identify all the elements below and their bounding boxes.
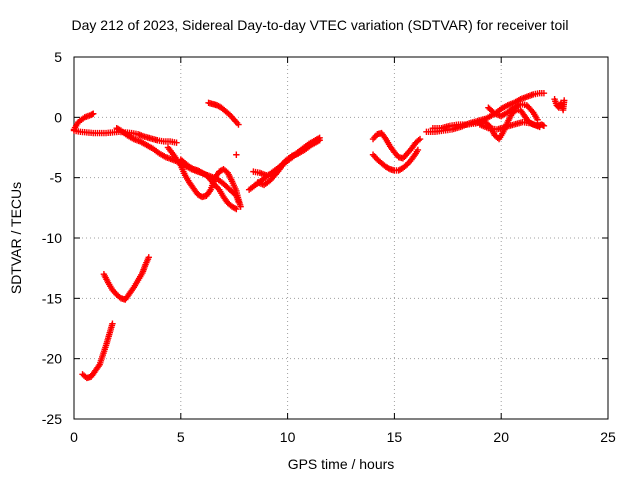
y-tick-label: -25 xyxy=(42,411,62,427)
series-3 xyxy=(164,144,244,210)
y-tick-label: -10 xyxy=(42,230,62,246)
series-0 xyxy=(70,110,97,133)
data-point xyxy=(534,116,541,123)
x-tick-label: 5 xyxy=(177,429,185,445)
data-point xyxy=(188,165,196,172)
data-point xyxy=(231,205,239,212)
data-point xyxy=(414,146,422,154)
series-10 xyxy=(369,129,424,162)
y-tick-label: -15 xyxy=(42,290,62,306)
x-tick-label: 20 xyxy=(493,429,509,445)
series-5 xyxy=(205,99,242,128)
series-17 xyxy=(100,254,152,303)
data-point xyxy=(109,320,116,327)
x-axis-label: GPS time / hours xyxy=(287,456,395,472)
series-1 xyxy=(70,127,180,146)
y-tick-label: 5 xyxy=(54,49,62,65)
data-point xyxy=(536,123,543,131)
series-16 xyxy=(551,96,568,114)
data-point xyxy=(561,97,568,104)
data-point xyxy=(540,122,548,129)
series-9 xyxy=(254,134,323,189)
series-4 xyxy=(177,156,240,213)
x-tick-label: 15 xyxy=(387,429,403,445)
data-point xyxy=(173,139,180,146)
series-13 xyxy=(429,106,548,143)
data-point xyxy=(385,165,392,172)
y-tick-label: -5 xyxy=(50,170,63,186)
x-tick-label: 25 xyxy=(600,429,616,445)
axis-ticks xyxy=(73,56,609,420)
series-6 xyxy=(233,151,240,158)
y-tick-label: 0 xyxy=(54,109,62,125)
data-point xyxy=(315,135,322,142)
data-point xyxy=(415,137,422,144)
data-points xyxy=(70,90,568,382)
data-point xyxy=(237,203,244,210)
series-18 xyxy=(79,320,116,382)
data-point xyxy=(233,151,240,158)
y-tick-label: -20 xyxy=(42,351,62,367)
data-point xyxy=(145,254,152,261)
x-tick-label: 0 xyxy=(70,429,78,445)
series-14 xyxy=(476,118,543,133)
data-point xyxy=(416,135,424,143)
y-axis-label: SDTVAR / TECUs xyxy=(8,181,24,295)
x-tick-label: 10 xyxy=(280,429,296,445)
data-point xyxy=(235,121,242,128)
series-15 xyxy=(485,100,541,123)
data-point xyxy=(90,110,97,117)
grid xyxy=(74,57,608,419)
data-point xyxy=(233,205,240,213)
data-point xyxy=(316,134,323,142)
series-11 xyxy=(369,146,422,174)
tick-labels: 0 5 10 15 20 25 5 0 -5 -10 -15 -20 -25 xyxy=(42,49,616,445)
chart-title: Day 212 of 2023, Sidereal Day-to-day VTE… xyxy=(71,17,569,33)
data-point xyxy=(540,90,548,97)
